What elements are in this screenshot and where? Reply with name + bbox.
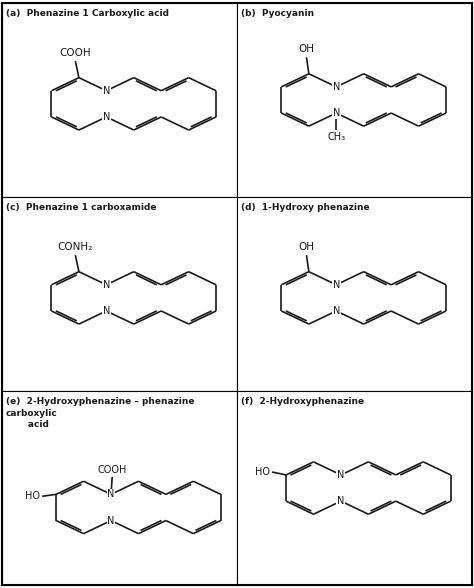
Text: N: N <box>333 306 340 316</box>
Text: (c)  Phenazine 1 carboxamide: (c) Phenazine 1 carboxamide <box>6 203 156 212</box>
Text: HO: HO <box>255 467 270 477</box>
Text: CONH₂: CONH₂ <box>58 242 93 252</box>
Text: N: N <box>337 496 345 506</box>
Text: (e)  2-Hydroxyphenazine – phenazine
carboxylic
       acid: (e) 2-Hydroxyphenazine – phenazine carbo… <box>6 397 194 429</box>
Text: N: N <box>103 306 110 316</box>
Text: N: N <box>337 470 345 480</box>
Text: (f)  2-Hydroxyphenazine: (f) 2-Hydroxyphenazine <box>240 397 364 406</box>
Text: OH: OH <box>299 44 314 54</box>
Text: N: N <box>107 516 115 526</box>
Text: (d)  1-Hydroxy phenazine: (d) 1-Hydroxy phenazine <box>240 203 369 212</box>
Text: N: N <box>107 489 115 499</box>
Text: N: N <box>333 108 340 118</box>
Text: N: N <box>103 86 110 96</box>
Text: COOH: COOH <box>60 48 91 58</box>
Text: N: N <box>103 112 110 122</box>
Text: OH: OH <box>299 242 314 252</box>
Text: CH₃: CH₃ <box>327 132 346 142</box>
Text: (b)  Pyocyanin: (b) Pyocyanin <box>240 9 314 18</box>
Text: HO: HO <box>25 492 40 502</box>
Text: (a)  Phenazine 1 Carboxylic acid: (a) Phenazine 1 Carboxylic acid <box>6 9 169 18</box>
Text: N: N <box>333 82 340 92</box>
Text: N: N <box>103 280 110 290</box>
Text: N: N <box>333 280 340 290</box>
Text: COOH: COOH <box>98 465 127 475</box>
